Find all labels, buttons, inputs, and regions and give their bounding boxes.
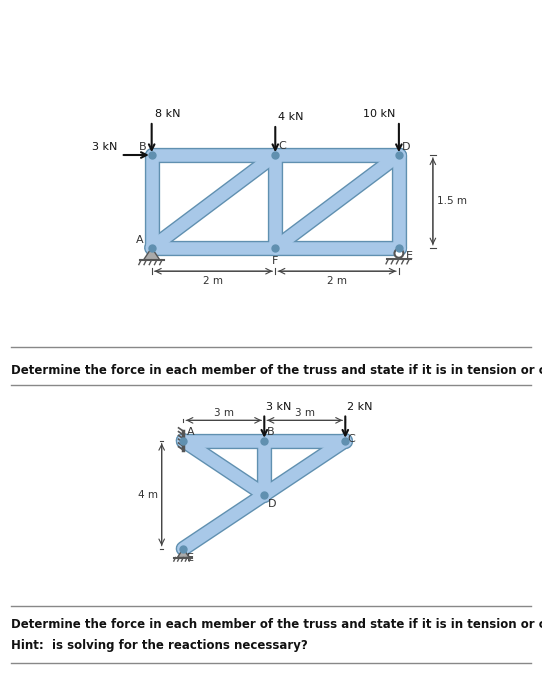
Text: A: A — [188, 426, 195, 437]
Text: 8 kN: 8 kN — [155, 109, 180, 119]
Text: 4 m: 4 m — [138, 489, 158, 500]
Polygon shape — [144, 248, 160, 260]
Text: 2 m: 2 m — [327, 276, 347, 286]
Text: 3 m: 3 m — [295, 409, 315, 419]
Text: 1.5 m: 1.5 m — [437, 197, 467, 206]
Text: 3 kN: 3 kN — [92, 142, 118, 152]
Text: Hint:  is solving for the reactions necessary?: Hint: is solving for the reactions neces… — [11, 639, 308, 652]
Text: 10 kN: 10 kN — [364, 109, 396, 119]
Text: C: C — [347, 434, 355, 444]
Text: E: E — [406, 251, 414, 261]
Text: D: D — [268, 498, 276, 509]
Text: B: B — [139, 142, 147, 152]
Circle shape — [395, 249, 403, 258]
Text: 3 kN: 3 kN — [267, 402, 292, 412]
Text: 2 kN: 2 kN — [347, 402, 373, 412]
Text: E: E — [188, 553, 195, 563]
Text: 3 m: 3 m — [214, 409, 234, 419]
Text: C: C — [279, 141, 286, 150]
Text: Determine the force in each member of the truss and state if it is in tension or: Determine the force in each member of th… — [11, 618, 542, 631]
Text: D: D — [402, 142, 410, 152]
Text: 2 m: 2 m — [203, 276, 223, 286]
Text: 4 kN: 4 kN — [279, 112, 304, 122]
Text: F: F — [272, 256, 279, 266]
Polygon shape — [177, 549, 189, 557]
Text: Determine the force in each member of the truss and state if it is in tension or: Determine the force in each member of th… — [11, 364, 542, 377]
Text: A: A — [136, 234, 144, 244]
Text: B: B — [267, 428, 274, 438]
